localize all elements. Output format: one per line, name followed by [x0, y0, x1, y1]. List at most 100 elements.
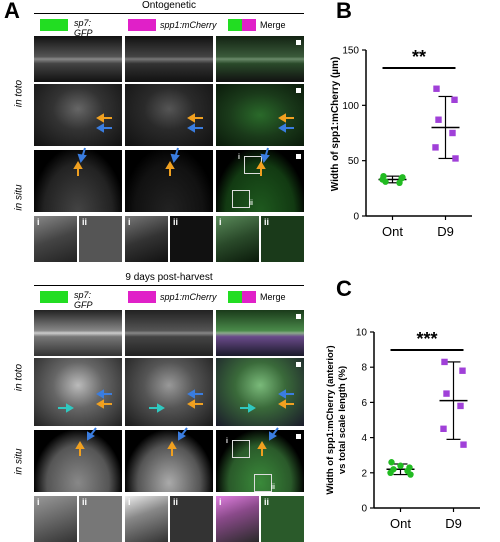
inset-d9-merge-ii [261, 496, 304, 542]
data-point [460, 441, 467, 448]
image-ont-situ-gfp [34, 150, 122, 212]
x-tick-label: D9 [437, 224, 454, 239]
inset-ont-gfp-ii [79, 216, 122, 262]
inset-label-i: i [37, 497, 40, 507]
cyan-arrow-head [66, 403, 74, 413]
y-tick-label: 8 [361, 363, 367, 374]
inset-label-i: i [128, 217, 131, 227]
legend-gfp-swatch [40, 291, 68, 303]
chart-c-axes: 0 2 4 6 8 10 Ont D9 [356, 328, 480, 531]
x-tick-label: Ont [382, 224, 403, 239]
data-point [451, 96, 458, 103]
orange-arrow-head [187, 113, 195, 123]
orange-arrow-head [278, 399, 286, 409]
orange-arrow-head [96, 113, 104, 123]
legend-gfp-swatch [40, 19, 68, 31]
legend-gfp-label: sp7: GFP [74, 290, 93, 310]
roi-label-ii: ii [249, 200, 253, 207]
blue-arrow-head [269, 431, 277, 441]
image-ont-toto2-merge [216, 84, 304, 146]
inset-label-i: i [37, 217, 40, 227]
roi-box-i [232, 440, 250, 458]
orange-arrow-head [257, 441, 267, 449]
image-d9-situ-gfp [34, 430, 122, 492]
data-point [407, 471, 414, 478]
image-ont-toto-merge [216, 36, 304, 82]
data-point [452, 155, 459, 162]
orange-arrow-head [256, 161, 266, 169]
data-point [399, 174, 406, 181]
inset-d9-gfp-ii [79, 496, 122, 542]
blue-arrow-head [178, 431, 186, 441]
image-d9-toto2-merge [216, 358, 304, 426]
inset-d9-cherry-ii [170, 496, 213, 542]
inset-ont-merge-ii [261, 216, 304, 262]
orange-arrow-head [167, 441, 177, 449]
data-point [397, 462, 404, 469]
image-d9-toto-gfp [34, 310, 122, 356]
panel-a-top-rule [34, 13, 304, 14]
arrow-overlay [58, 113, 294, 456]
data-point [432, 144, 439, 151]
panel-a-letter: A [4, 0, 20, 23]
inset-label-ii: ii [82, 217, 88, 227]
legend-gfp-label: sp7: GFP [74, 18, 93, 38]
chart-c-ylabel-line2: vs total scale length (%) [337, 366, 348, 474]
panel-a-bottom-title: 9 days post-harvest [125, 272, 213, 283]
inset-ont-cherry-ii [170, 216, 213, 262]
inset-ont-merge-i [216, 216, 259, 262]
blue-arrow-head [187, 389, 195, 399]
image-ont-toto2-gfp [34, 84, 122, 146]
blue-arrow-head [187, 123, 195, 133]
roi-box-ii [254, 474, 272, 492]
blue-arrow-head [87, 431, 95, 441]
y-tick-label: 0 [361, 504, 367, 515]
legend-cherry-swatch [128, 19, 156, 31]
inset-label-i: i [128, 497, 131, 507]
y-tick-label: 50 [348, 156, 360, 167]
panel-c-letter: C [336, 276, 352, 301]
y-tick-label: 2 [361, 468, 367, 479]
legend-merge-label: Merge [260, 292, 286, 302]
legend-cherry-swatch [128, 291, 156, 303]
inset-label-ii: ii [173, 217, 179, 227]
image-d9-toto-merge [216, 310, 304, 356]
cyan-arrow-head [248, 403, 256, 413]
data-point [433, 85, 440, 92]
image-d9-situ-merge [216, 430, 304, 492]
roi-label-i: i [238, 154, 240, 161]
blue-arrow-head [170, 153, 180, 164]
data-point [441, 358, 448, 366]
data-point [387, 469, 394, 476]
inset-label-ii: ii [264, 497, 270, 507]
data-point [443, 390, 450, 397]
legend-cherry-label: spp1:mCherry [160, 292, 217, 302]
inset-d9-merge-i [216, 496, 259, 542]
inset-label-ii: ii [82, 497, 88, 507]
chart-c-marks: *** [386, 329, 468, 478]
image-d9-situ-cherry [125, 430, 213, 492]
orange-arrows [73, 113, 294, 456]
orange-arrow-head [75, 441, 85, 449]
data-point [379, 176, 386, 183]
image-ont-toto-gfp [34, 36, 122, 82]
orange-arrow-head [165, 161, 175, 169]
orange-arrow-head [187, 399, 195, 409]
data-point [449, 129, 456, 137]
cyan-arrows [58, 403, 256, 413]
blue-arrow-head [278, 123, 286, 133]
image-ont-toto2-cherry [125, 84, 213, 146]
roi-box-ii [232, 190, 250, 208]
inset-d9-gfp-i [34, 496, 77, 542]
chart-b: Width of spp1:mCherry (µm) 0 50 100 150 Ont D… [330, 46, 472, 239]
x-tick-label: D9 [445, 516, 462, 531]
inset-label-i: i [219, 217, 222, 227]
scale-marker [296, 434, 301, 439]
inset-ont-cherry-i [125, 216, 168, 262]
panel-b-letter: B [336, 0, 352, 23]
orange-arrow-head [96, 399, 104, 409]
panel-a-top-title: Ontogenetic [142, 0, 196, 11]
panel-a-bottom-rule [34, 285, 304, 286]
legend-merge-swatch [228, 19, 256, 31]
significance-label: ** [412, 47, 426, 67]
